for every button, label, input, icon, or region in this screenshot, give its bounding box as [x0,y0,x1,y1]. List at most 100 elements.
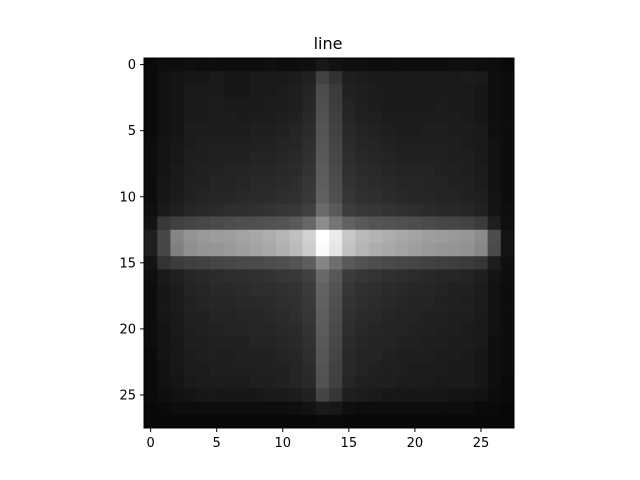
heatmap-cell [447,322,462,336]
heatmap-cell [329,190,343,204]
heatmap-cell [342,256,356,270]
heatmap-cell [236,163,251,178]
heatmap-cells [144,58,515,429]
heatmap-cell [355,137,369,151]
heatmap-cell [474,348,488,363]
heatmap-cell [434,388,449,402]
heatmap-cell [474,375,488,389]
heatmap-cell [395,71,409,85]
heatmap-cell [368,110,383,125]
heatmap-cell [487,243,502,257]
heatmap-cell [434,375,449,389]
heatmap-cell [183,203,198,217]
heatmap-cell [223,348,237,363]
heatmap-cell [500,309,515,323]
heatmap-cell [381,163,396,178]
heatmap-cell [447,150,462,165]
heatmap-cell [395,110,409,125]
heatmap-cell [500,203,515,217]
heatmap-cell [474,243,488,257]
heatmap-cell [395,97,409,112]
heatmap-cell [408,361,422,376]
heatmap-cell [342,84,356,98]
heatmap-cell [487,269,502,283]
heatmap-cell [262,216,277,231]
y-tick-label: 0 [128,58,136,73]
heatmap-cell [500,84,515,98]
heatmap-cell [368,388,383,402]
heatmap-cell [157,243,171,257]
heatmap-cell [315,58,330,72]
heatmap-cell [302,322,317,336]
heatmap-cell [355,243,369,257]
heatmap-cell [487,256,502,270]
heatmap-cell [381,229,396,244]
heatmap-cell [381,335,396,350]
heatmap-cell [183,335,198,350]
heatmap-cell [434,401,449,416]
heatmap-cell [355,401,369,416]
heatmap-cell [289,282,303,297]
heatmap-cell [210,269,224,283]
heatmap-cell [157,282,171,297]
heatmap-cell [262,335,277,350]
heatmap-cell [144,295,158,310]
heatmap-cell [315,190,330,204]
heatmap-cell [223,322,237,336]
heatmap-cell [408,203,422,217]
heatmap-cell [500,190,515,204]
heatmap-cell [302,137,317,151]
heatmap-cell [276,295,290,310]
heatmap-cell [368,84,383,98]
heatmap-cell [276,335,290,350]
x-tick-label: 15 [341,436,358,451]
heatmap-cell [447,414,462,429]
heatmap-cell [421,163,436,178]
heatmap-cell [249,176,264,191]
heatmap-cell [210,203,224,217]
heatmap-cell [236,322,251,336]
heatmap-cell [447,361,462,376]
heatmap-cell [447,137,462,151]
heatmap-cell [447,58,462,72]
heatmap-cell [421,97,436,112]
heatmap-cell [408,375,422,389]
heatmap-cell [395,124,409,138]
heatmap-cell [500,110,515,125]
heatmap-cell [408,269,422,283]
heatmap-cell [395,176,409,191]
heatmap-cell [262,401,277,416]
heatmap-cell [500,163,515,178]
heatmap-cell [434,295,449,310]
heatmap-cell [355,348,369,363]
heatmap-cell [381,414,396,429]
heatmap-cell [342,203,356,217]
heatmap-cell [262,97,277,112]
heatmap-cell [249,58,264,72]
heatmap-cell [342,137,356,151]
heatmap-cell [170,361,184,376]
heatmap-cell [183,243,198,257]
heatmap-cell [329,137,343,151]
heatmap-cell [236,309,251,323]
heatmap-cell [395,282,409,297]
heatmap-cell [329,401,343,416]
heatmap-cell [302,269,317,283]
heatmap-cell [474,414,488,429]
heatmap-cell [381,150,396,165]
heatmap-cell [302,84,317,98]
heatmap-cell [289,295,303,310]
heatmap-cell [395,401,409,416]
heatmap-cell [144,414,158,429]
heatmap-cell [196,361,211,376]
heatmap-cell [461,322,475,336]
heatmap-cell [461,375,475,389]
heatmap-cell [170,335,184,350]
x-tick-label: 25 [473,436,490,451]
heatmap-cell [276,124,290,138]
heatmap-cell [210,110,224,125]
heatmap-cell [302,176,317,191]
heatmap-cell [302,190,317,204]
heatmap-cell [500,137,515,151]
heatmap-cell [408,58,422,72]
